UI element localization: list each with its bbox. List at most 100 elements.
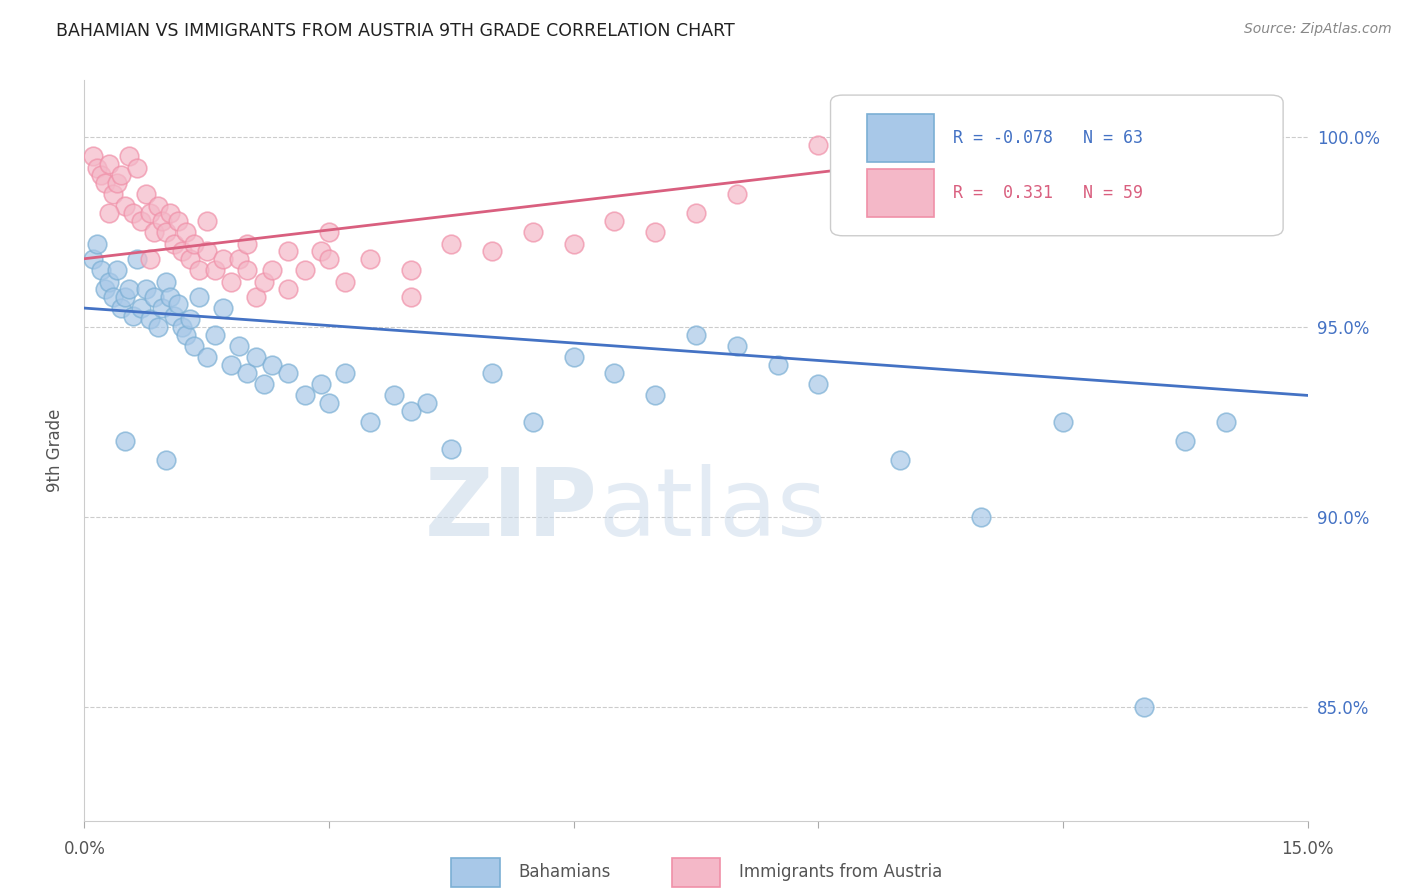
Point xyxy=(127,252,149,266)
Point xyxy=(135,187,157,202)
Point xyxy=(97,157,120,171)
Point xyxy=(725,187,748,202)
Point xyxy=(187,263,209,277)
Point xyxy=(260,358,283,372)
Point xyxy=(277,244,299,259)
Point xyxy=(187,290,209,304)
Point xyxy=(114,434,136,448)
Point xyxy=(416,396,439,410)
Point xyxy=(562,351,585,365)
Point xyxy=(138,312,160,326)
Point xyxy=(318,225,340,239)
Point xyxy=(183,339,205,353)
Point xyxy=(97,206,120,220)
Point xyxy=(174,225,197,239)
Point xyxy=(159,206,181,220)
Point xyxy=(309,244,332,259)
Text: 15.0%: 15.0% xyxy=(1281,839,1334,857)
Point xyxy=(219,358,242,372)
Point xyxy=(277,366,299,380)
Point xyxy=(122,206,145,220)
Text: Source: ZipAtlas.com: Source: ZipAtlas.com xyxy=(1244,22,1392,37)
Point xyxy=(603,366,626,380)
Point xyxy=(167,213,190,227)
Point xyxy=(122,309,145,323)
Point xyxy=(335,366,357,380)
Point xyxy=(228,339,250,353)
Point xyxy=(318,396,340,410)
Point xyxy=(179,312,201,326)
Point xyxy=(97,275,120,289)
Point xyxy=(105,176,128,190)
Text: ZIP: ZIP xyxy=(425,464,598,556)
Point xyxy=(245,290,267,304)
Point xyxy=(142,225,165,239)
Point xyxy=(86,236,108,251)
Point xyxy=(260,263,283,277)
Point xyxy=(114,198,136,212)
Point xyxy=(562,236,585,251)
Point xyxy=(236,263,259,277)
Point xyxy=(1052,415,1074,429)
Point xyxy=(253,275,276,289)
Point xyxy=(889,453,911,467)
Point xyxy=(172,244,194,259)
Point xyxy=(219,275,242,289)
Point xyxy=(142,290,165,304)
Point xyxy=(359,252,381,266)
Point xyxy=(212,252,235,266)
Point xyxy=(766,358,789,372)
Point xyxy=(138,252,160,266)
Point xyxy=(93,176,117,190)
Bar xyxy=(868,113,935,161)
Point xyxy=(174,327,197,342)
Point xyxy=(522,225,544,239)
Point xyxy=(159,290,181,304)
Point xyxy=(725,339,748,353)
Point xyxy=(179,252,201,266)
Point xyxy=(399,290,422,304)
Point xyxy=(150,301,173,315)
Point xyxy=(110,301,132,315)
Point xyxy=(155,453,177,467)
Point xyxy=(167,297,190,311)
Point xyxy=(481,244,503,259)
Point xyxy=(359,415,381,429)
Point xyxy=(1174,434,1197,448)
Point xyxy=(135,282,157,296)
Point xyxy=(440,442,463,456)
Point xyxy=(440,236,463,251)
Text: Bahamians: Bahamians xyxy=(519,863,612,881)
Bar xyxy=(672,858,720,888)
Point xyxy=(644,225,666,239)
Point xyxy=(228,252,250,266)
Point xyxy=(105,263,128,277)
Point xyxy=(118,149,141,163)
Point xyxy=(335,275,357,289)
Point xyxy=(90,263,112,277)
Point xyxy=(114,290,136,304)
Point xyxy=(970,509,993,524)
Point xyxy=(150,213,173,227)
Y-axis label: 9th Grade: 9th Grade xyxy=(45,409,63,492)
Point xyxy=(146,320,169,334)
Point xyxy=(245,351,267,365)
Point xyxy=(110,168,132,182)
Point xyxy=(522,415,544,429)
Point xyxy=(399,403,422,417)
Point xyxy=(146,198,169,212)
Text: BAHAMIAN VS IMMIGRANTS FROM AUSTRIA 9TH GRADE CORRELATION CHART: BAHAMIAN VS IMMIGRANTS FROM AUSTRIA 9TH … xyxy=(56,22,735,40)
Text: atlas: atlas xyxy=(598,464,827,556)
Text: 0.0%: 0.0% xyxy=(63,839,105,857)
Point xyxy=(195,244,218,259)
Point xyxy=(131,301,153,315)
Point xyxy=(163,309,186,323)
Bar xyxy=(451,858,501,888)
FancyBboxPatch shape xyxy=(831,95,1284,235)
Point xyxy=(183,236,205,251)
Point xyxy=(90,168,112,182)
Point xyxy=(685,327,707,342)
Point xyxy=(807,377,830,392)
Text: R = -0.078   N = 63: R = -0.078 N = 63 xyxy=(953,129,1143,147)
Point xyxy=(155,275,177,289)
